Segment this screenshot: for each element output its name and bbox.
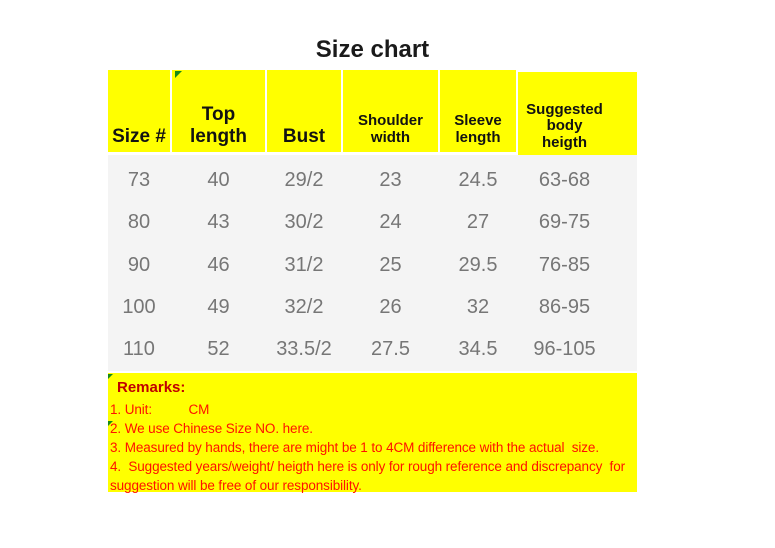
remark-line-suggestion-continued: suggestion will be free of our responsib…	[110, 478, 362, 493]
table-cell: 43	[207, 211, 230, 234]
table-cell: 49	[207, 295, 230, 318]
table-cell: 25	[379, 253, 402, 276]
table-row: 80 43 30/2 24 27 69-75	[108, 201, 637, 243]
cell-flag-icon	[108, 374, 113, 379]
table-cell: 29/2	[284, 168, 324, 191]
column-header-bust: Bust	[267, 70, 341, 152]
table-cell: 30/2	[284, 211, 324, 234]
table-cell: 52	[207, 338, 230, 361]
table-body: 73 40 29/2 23 24.5 63-68 80 43 30/2 24 2…	[108, 155, 637, 371]
table-cell: 34.5	[458, 338, 498, 361]
column-header-label: Shoulder width	[357, 112, 423, 147]
page-title: Size chart	[315, 36, 430, 63]
table-cell: 29.5	[458, 253, 498, 276]
table-cell: 24.5	[458, 168, 498, 191]
table-cell: 100	[122, 295, 156, 318]
column-header-label: Suggested body heigth	[526, 100, 603, 152]
column-header-size: Size #	[108, 70, 170, 152]
column-header-label: Sleeve length	[454, 112, 502, 147]
table-cell: 24	[379, 211, 402, 234]
column-header-label: Size #	[112, 125, 166, 147]
table-cell: 96-105	[533, 338, 596, 361]
table-cell: 40	[207, 168, 230, 191]
column-header-shoulder-width: Shoulder width	[343, 70, 438, 152]
table-cell: 26	[379, 295, 402, 318]
column-header-label: Top length	[190, 104, 247, 147]
table-cell: 27.5	[371, 338, 410, 361]
table-cell: 23	[379, 168, 402, 191]
table-cell: 31/2	[284, 253, 324, 276]
remark-line-unit: 1. Unit: CM	[110, 402, 210, 417]
column-header-label: Bust	[282, 125, 326, 147]
table-cell: 69-75	[538, 211, 591, 234]
table-row: 110 52 33.5/2 27.5 34.5 96-105	[108, 329, 637, 371]
column-header-suggested-body-heigth: Suggested body heigth	[518, 72, 637, 157]
table-cell: 33.5/2	[276, 338, 332, 361]
column-header-top-length: Top length	[172, 70, 265, 152]
table-cell: 46	[207, 253, 230, 276]
table-cell: 73	[127, 168, 151, 191]
table-row: 90 46 31/2 25 29.5 76-85	[108, 244, 637, 286]
table-row: 100 49 32/2 26 32 86-95	[108, 286, 637, 328]
remark-line-measured-by-hands: 3. Measured by hands, there are might be…	[110, 440, 599, 455]
table-header: Size # Top length Bust Shoulder width Sl…	[108, 70, 637, 157]
table-cell: 80	[127, 211, 151, 234]
remark-line-chinese-size: 2. We use Chinese Size NO. here.	[110, 421, 313, 436]
remarks-lines: 1. Unit: CM 2. We use Chinese Size NO. h…	[110, 400, 625, 495]
table-cell: 86-95	[538, 295, 591, 318]
remark-line-suggested-reference: 4. Suggested years/weight/ heigth here i…	[110, 459, 626, 474]
remarks-panel: Remarks: 1. Unit: CM 2. We use Chinese S…	[108, 373, 637, 495]
cell-flag-icon	[108, 421, 113, 426]
remarks-heading: Remarks:	[117, 379, 186, 396]
cell-flag-icon	[175, 71, 182, 78]
table-cell: 76-85	[538, 253, 591, 276]
table-cell: 110	[123, 338, 155, 361]
table-cell: 32	[466, 295, 490, 318]
table-cell: 27	[466, 211, 490, 234]
table-cell: 63-68	[538, 168, 591, 191]
table-cell: 90	[127, 253, 151, 276]
table-cell: 32/2	[284, 295, 324, 318]
table-row: 73 40 29/2 23 24.5 63-68	[108, 159, 637, 201]
column-header-sleeve-length: Sleeve length	[440, 70, 516, 152]
